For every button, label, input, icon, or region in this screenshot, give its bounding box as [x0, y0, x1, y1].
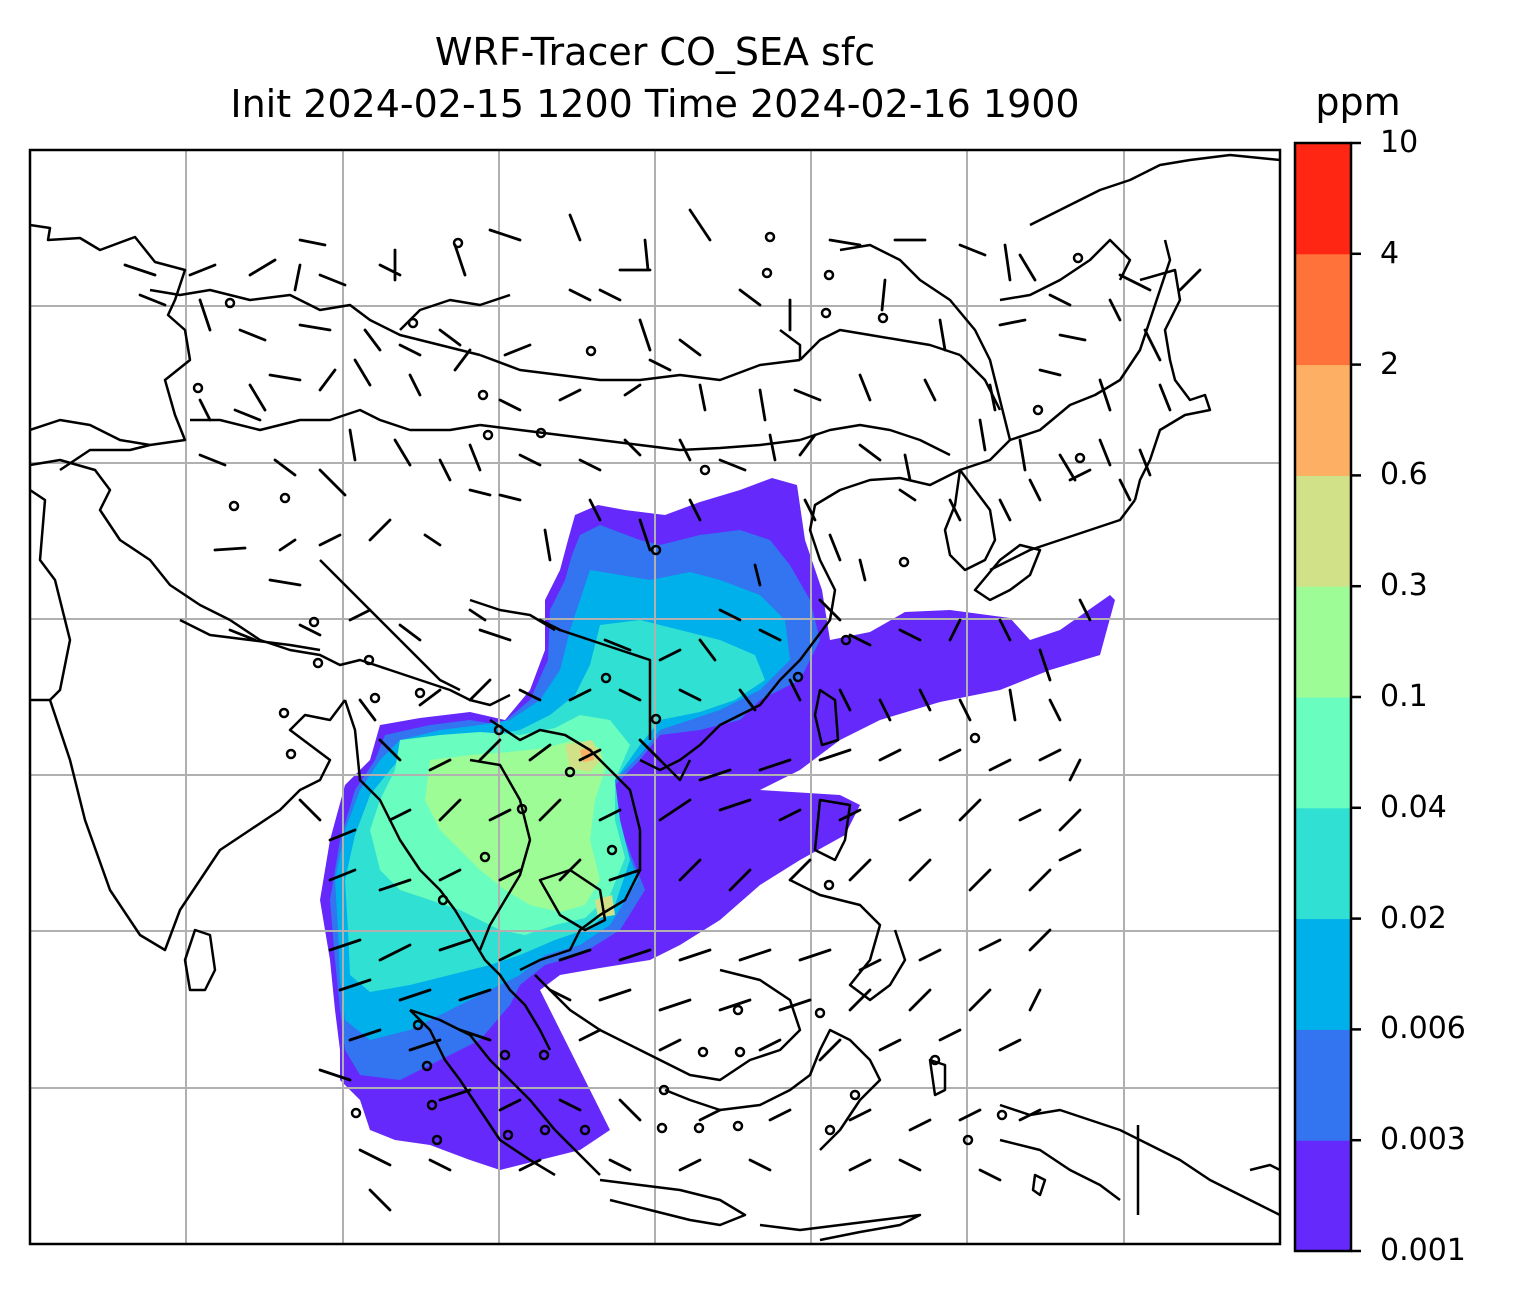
co-concentration-field	[320, 478, 1115, 1170]
map-gridlines	[30, 150, 1280, 1244]
coastlines-and-borders	[30, 153, 1280, 1242]
colorbar-tick-label: 0.001	[1380, 1233, 1466, 1268]
colorbar-segment-4	[1295, 697, 1351, 809]
colorbar-tick-label: 0.1	[1380, 679, 1428, 714]
colorbar-segment-1	[1295, 1029, 1351, 1141]
colorbar-tick-label: 0.006	[1380, 1011, 1466, 1047]
colorbar-segment-8	[1295, 253, 1351, 366]
colorbar-tick-label: 10	[1380, 125, 1419, 160]
colorbar-segment-5	[1295, 586, 1351, 698]
colorbar-tick-label: 0.02	[1380, 900, 1447, 936]
colorbar-segment-6	[1295, 475, 1351, 587]
colorbar-segment-7	[1295, 364, 1351, 476]
colorbar-tick-label: 0.003	[1380, 1122, 1466, 1158]
co-level-01	[425, 740, 605, 912]
colorbar	[1293, 141, 1361, 1253]
map-frame	[28, 148, 1282, 1246]
colorbar-segment-9	[1295, 143, 1351, 255]
colorbar-tick-label: 4	[1380, 235, 1400, 271]
colorbar-segment-2	[1295, 918, 1351, 1030]
colorbar-segment-3	[1295, 807, 1351, 920]
colorbar-unit-label: ppm	[1315, 80, 1401, 124]
colorbar-tick-label: 2	[1380, 346, 1400, 382]
colorbar-tick-label: 0.6	[1380, 457, 1428, 493]
map-title-line1: WRF-Tracer CO_SEA sfc	[434, 30, 876, 74]
calm-wind-markers	[192, 231, 1086, 1146]
colorbar-tick-label: 0.3	[1380, 568, 1428, 604]
wind-barbs	[123, 208, 1202, 1212]
co-level-03	[565, 740, 615, 918]
colorbar-segment-0	[1295, 1140, 1351, 1252]
colorbar-tick-label: 0.04	[1380, 789, 1447, 825]
map-area	[30, 150, 1280, 1244]
map-title-line2: Init 2024-02-15 1200 Time 2024-02-16 190…	[230, 82, 1080, 126]
